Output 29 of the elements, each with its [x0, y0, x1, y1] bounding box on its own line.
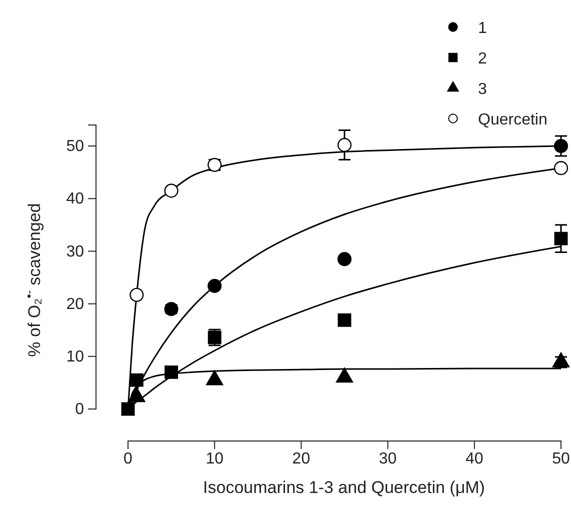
- point: [121, 402, 135, 416]
- x-tick-label: 40: [466, 450, 484, 468]
- y-tick-label: 30: [66, 243, 84, 260]
- legend-label: 3: [478, 81, 487, 98]
- point: [337, 138, 352, 152]
- point: [130, 373, 144, 387]
- legend-label: 1: [478, 20, 487, 37]
- point: [208, 278, 222, 293]
- x-tick-label: 10: [206, 450, 224, 468]
- point: [337, 252, 352, 266]
- point: [338, 313, 352, 327]
- legend-label: 2: [478, 50, 487, 68]
- y-tick-label: 20: [66, 296, 84, 313]
- point: [554, 161, 568, 176]
- y-tick-label: 40: [66, 190, 84, 208]
- point: [554, 138, 568, 154]
- x-tick-label: 30: [378, 450, 397, 468]
- y-tick-label: 50: [66, 138, 84, 156]
- y-tick-label: 0: [75, 401, 84, 418]
- x-axis-title: Isocoumarins 1-3 and Quercetin (μM): [203, 478, 485, 497]
- point: [164, 184, 178, 198]
- y-tick-label: 10: [66, 348, 84, 366]
- legend-label: Quercetin: [478, 112, 548, 128]
- point: [130, 288, 144, 302]
- x-tick-label: 0: [124, 450, 133, 468]
- x-tick-label: 20: [292, 450, 310, 468]
- point: [554, 232, 568, 246]
- point: [164, 365, 178, 379]
- x-tick-label: 50: [552, 450, 570, 468]
